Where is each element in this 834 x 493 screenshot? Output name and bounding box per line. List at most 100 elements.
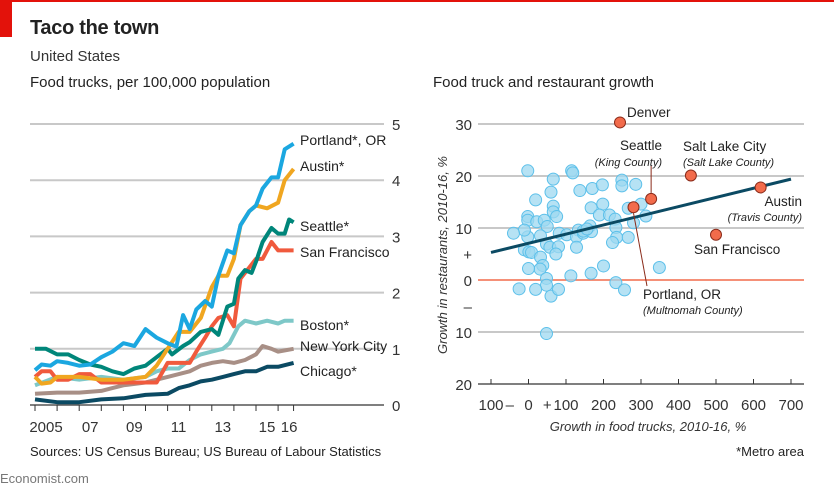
point-label: Portland, OR bbox=[643, 287, 721, 302]
x-tick-label: 500 bbox=[703, 397, 728, 414]
data-point bbox=[621, 230, 635, 244]
x-tick-label: 400 bbox=[666, 397, 691, 414]
x-tick-label: 300 bbox=[628, 397, 653, 414]
leader-line bbox=[633, 213, 648, 287]
scatter-chart-title: Food truck and restaurant growth bbox=[433, 74, 654, 91]
data-point bbox=[596, 197, 610, 211]
x-tick-label: + bbox=[543, 397, 552, 414]
point-sublabel: (Multnomah County) bbox=[643, 305, 743, 317]
series-line bbox=[33, 167, 296, 386]
y-tick-label: 20 bbox=[455, 377, 472, 394]
series-label: Boston* bbox=[300, 317, 350, 333]
y-tick-label: + bbox=[463, 247, 472, 264]
highlighted-point bbox=[627, 201, 640, 214]
x-tick-label: – bbox=[506, 397, 515, 414]
data-point bbox=[549, 247, 563, 261]
data-point bbox=[584, 201, 598, 215]
x-tick-label: 07 bbox=[82, 419, 99, 436]
page-title: Taco the town bbox=[30, 17, 160, 39]
point-label: San Francisco bbox=[694, 242, 780, 257]
x-axis-title: Growth in food trucks, 2010-16, % bbox=[550, 419, 747, 434]
x-tick-label: 11 bbox=[171, 419, 187, 436]
highlighted-point bbox=[614, 116, 626, 129]
series-label: San Francisco bbox=[300, 244, 390, 260]
data-point bbox=[517, 223, 531, 237]
highlighted-point bbox=[684, 169, 697, 182]
y-tick-label: 3 bbox=[392, 229, 400, 246]
top-accent-line bbox=[0, 0, 834, 2]
data-point bbox=[540, 327, 553, 341]
y-axis-title: Growth in restaurants, 2010-16, % bbox=[435, 156, 450, 354]
y-tick-label: 10 bbox=[455, 221, 472, 238]
y-tick-label: 5 bbox=[392, 117, 400, 134]
point-sublabel: (Travis County) bbox=[728, 212, 803, 224]
point-label: Denver bbox=[627, 105, 671, 120]
x-tick-label: 100 bbox=[478, 397, 503, 414]
data-point bbox=[652, 261, 666, 275]
data-point bbox=[609, 276, 623, 290]
data-point bbox=[544, 185, 558, 199]
y-tick-label: 2 bbox=[392, 286, 400, 303]
trend-line bbox=[490, 177, 792, 254]
data-point bbox=[573, 184, 587, 198]
y-tick-label: 30 bbox=[455, 117, 472, 134]
brand-red-tag bbox=[0, 0, 12, 37]
brand-credit: Economist.com bbox=[0, 471, 89, 486]
data-point bbox=[550, 210, 564, 224]
data-point bbox=[615, 179, 629, 193]
series-label: New York City bbox=[300, 338, 387, 354]
data-point bbox=[606, 236, 619, 250]
source-note: Sources: US Census Bureau; US Bureau of … bbox=[30, 444, 382, 459]
data-point bbox=[566, 166, 580, 180]
point-sublabel: (King County) bbox=[595, 157, 663, 169]
highlighted-point bbox=[645, 192, 658, 205]
series-label: Austin* bbox=[300, 158, 345, 174]
y-tick-label: 0 bbox=[464, 273, 472, 290]
data-point bbox=[540, 219, 554, 233]
x-tick-label: 09 bbox=[126, 419, 143, 436]
point-label: Salt Lake City bbox=[683, 139, 767, 154]
y-tick-label: – bbox=[464, 299, 473, 316]
highlighted-point bbox=[754, 181, 767, 194]
line-chart-title: Food trucks, per 100,000 population bbox=[30, 74, 271, 91]
data-point bbox=[584, 266, 598, 280]
y-tick-label: 10 bbox=[455, 325, 472, 342]
series-label: Seattle* bbox=[300, 218, 350, 234]
x-tick-label: 15 bbox=[259, 419, 276, 436]
page-subtitle: United States bbox=[30, 48, 121, 65]
data-point bbox=[570, 240, 583, 254]
x-tick-label: 2005 bbox=[29, 419, 62, 436]
data-point bbox=[595, 178, 609, 192]
x-tick-label: 100 bbox=[553, 397, 578, 414]
y-tick-label: 4 bbox=[392, 173, 400, 190]
point-sublabel: (Salt Lake County) bbox=[683, 157, 774, 169]
data-point bbox=[507, 226, 520, 240]
series-line bbox=[34, 344, 294, 396]
x-tick-label: 700 bbox=[778, 397, 803, 414]
data-point bbox=[546, 172, 560, 186]
x-tick-label: 16 bbox=[281, 419, 298, 436]
series-label: Portland*, OR bbox=[300, 132, 386, 148]
x-tick-label: 0 bbox=[524, 397, 532, 414]
x-tick-label: 600 bbox=[741, 397, 766, 414]
series-label: Chicago* bbox=[300, 363, 357, 379]
data-point bbox=[597, 259, 610, 273]
data-point bbox=[629, 177, 643, 191]
data-point bbox=[521, 164, 535, 178]
data-point bbox=[540, 278, 553, 292]
data-point bbox=[618, 283, 631, 297]
data-point bbox=[512, 282, 526, 296]
y-tick-label: 0 bbox=[392, 398, 400, 415]
data-point bbox=[552, 282, 565, 296]
data-point bbox=[522, 262, 535, 276]
data-point bbox=[529, 282, 543, 296]
series-line bbox=[34, 360, 295, 405]
footnote: *Metro area bbox=[736, 444, 804, 459]
data-point bbox=[564, 269, 578, 283]
y-tick-label: 1 bbox=[392, 342, 400, 359]
data-point bbox=[529, 193, 543, 207]
x-tick-label: 200 bbox=[591, 397, 616, 414]
y-tick-label: 20 bbox=[455, 169, 472, 186]
point-label: Austin bbox=[764, 194, 802, 209]
